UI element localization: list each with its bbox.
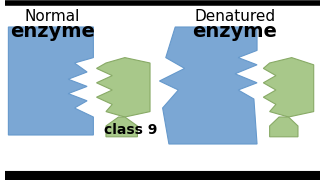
Polygon shape [97,58,150,117]
Polygon shape [159,27,257,144]
Text: enzyme: enzyme [10,22,95,41]
Text: Denatured: Denatured [195,9,276,24]
Text: Normal: Normal [25,9,80,24]
Polygon shape [263,58,314,117]
Polygon shape [270,117,298,137]
Polygon shape [106,117,137,137]
Text: class 9: class 9 [104,123,158,137]
Text: enzyme: enzyme [193,22,277,41]
Polygon shape [8,27,93,135]
